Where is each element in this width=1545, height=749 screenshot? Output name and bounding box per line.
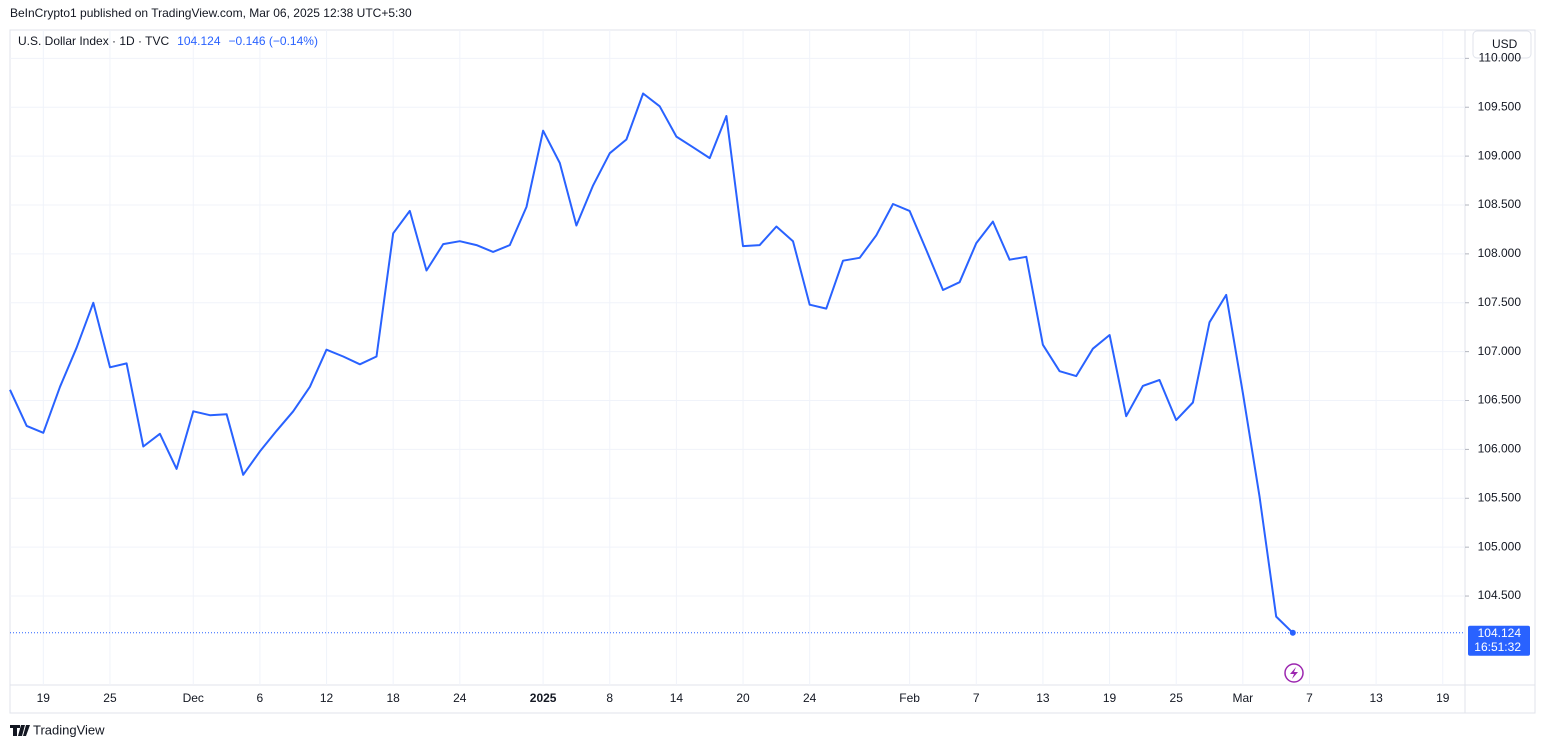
y-tick-label: 105.500	[1478, 490, 1522, 504]
x-tick-label: 6	[257, 691, 264, 705]
price-label-box	[1468, 625, 1530, 656]
y-tick-label: 106.500	[1478, 393, 1522, 407]
y-tick-label: 104.500	[1478, 588, 1522, 602]
y-tick-label: 107.000	[1478, 344, 1522, 358]
x-tick-label: 18	[387, 691, 401, 705]
x-tick-label: 19	[1103, 691, 1117, 705]
grid	[10, 30, 1465, 685]
y-tick-label: 109.500	[1478, 99, 1522, 113]
x-tick-label: 25	[103, 691, 117, 705]
x-tick-label: 20	[736, 691, 750, 705]
x-tick-label: 19	[1436, 691, 1450, 705]
x-tick-label: 13	[1369, 691, 1383, 705]
x-tick-label: Feb	[899, 691, 920, 705]
y-tick-label: 110.000	[1479, 51, 1522, 65]
x-tick-label: 7	[973, 691, 980, 705]
legend-change: −0.146 (−0.14%)	[229, 34, 318, 48]
x-tick-label: 19	[37, 691, 51, 705]
legend-last-value: 104.124	[177, 34, 221, 48]
y-tick-label: 106.000	[1478, 442, 1522, 456]
brand: TradingView	[33, 722, 105, 737]
x-tick-label: Dec	[183, 691, 204, 705]
x-tick-label: 2025	[530, 691, 557, 705]
y-tick-label: 108.000	[1478, 246, 1522, 260]
x-tick-label: 8	[606, 691, 613, 705]
plot	[9, 92, 1465, 636]
currency-button[interactable]	[1472, 30, 1532, 59]
x-tick-label: 25	[1170, 691, 1184, 705]
brand-logo	[10, 725, 30, 736]
y-tick-label: 109.000	[1478, 148, 1522, 162]
chart-title: U.S. Dollar Index · 1D · TVC	[18, 34, 169, 48]
chart-frame	[9, 29, 1536, 714]
currency[interactable]: USD	[1492, 37, 1518, 51]
x-tick-label: 24	[803, 691, 817, 705]
last-point	[1289, 629, 1296, 636]
price-line	[9, 92, 1294, 634]
y-tick-label: 107.500	[1478, 295, 1522, 309]
publisher: BeInCrypto1 published on TradingView.com…	[10, 6, 412, 20]
x-tick-label: 12	[320, 691, 334, 705]
price-label: 104.124	[1478, 626, 1522, 640]
x-tick-label: Mar	[1233, 691, 1254, 705]
x-tick-label: 14	[670, 691, 684, 705]
x-tick-label: 24	[453, 691, 467, 705]
y-tick-label: 105.000	[1478, 539, 1522, 553]
x-tick-label: 13	[1036, 691, 1050, 705]
y-tick-label: 108.500	[1478, 197, 1522, 211]
event-bolt	[1290, 667, 1298, 679]
x-tick-label: 7	[1306, 691, 1313, 705]
countdown: 16:51:32	[1474, 640, 1521, 654]
